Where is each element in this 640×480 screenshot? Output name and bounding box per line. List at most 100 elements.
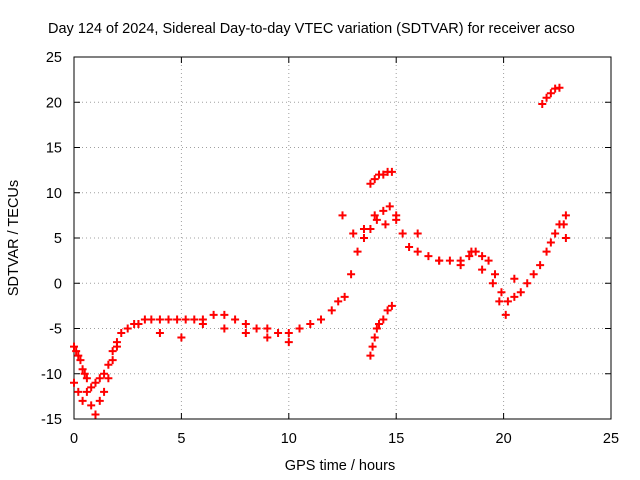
data-point: [359, 224, 368, 233]
data-point: [220, 324, 229, 333]
data-point: [117, 329, 126, 338]
data-point: [317, 315, 326, 324]
data-point: [108, 347, 117, 356]
data-point: [538, 100, 547, 109]
x-tick-label: 20: [496, 431, 512, 447]
data-series-sdtvar: [70, 83, 570, 419]
data-point: [385, 202, 394, 211]
data-point: [274, 329, 283, 338]
data-point: [359, 234, 368, 242]
data-point: [306, 319, 315, 328]
data-point: [87, 383, 96, 392]
data-point: [542, 93, 551, 102]
data-point: [181, 315, 190, 324]
data-point: [112, 342, 121, 351]
data-point: [78, 365, 87, 374]
data-point: [435, 256, 444, 265]
data-point: [542, 247, 551, 256]
data-point: [349, 229, 358, 238]
data-point: [516, 288, 525, 297]
data-point: [80, 369, 89, 378]
data-point: [398, 229, 407, 238]
y-tick-label: -10: [41, 367, 62, 383]
data-point: [484, 256, 493, 265]
grid: [74, 57, 611, 419]
data-point: [372, 215, 381, 224]
data-point: [164, 315, 173, 324]
y-axis-label: SDTVAR / TECUs: [6, 180, 22, 296]
y-tick-label: 25: [46, 50, 62, 66]
data-point: [177, 333, 186, 342]
data-point: [405, 243, 414, 252]
data-point: [72, 347, 81, 356]
data-point: [366, 179, 375, 188]
data-point: [327, 306, 336, 315]
data-point: [104, 360, 113, 369]
data-point: [338, 211, 347, 220]
y-tick-label: -15: [41, 412, 62, 428]
data-point: [546, 89, 555, 98]
data-point: [100, 369, 109, 378]
data-point: [173, 315, 182, 324]
data-point: [95, 396, 104, 405]
y-tick-label: 5: [54, 231, 62, 247]
x-tick-label: 0: [70, 431, 78, 447]
x-tick-label: 25: [603, 431, 619, 447]
y-tick-label: 20: [46, 95, 62, 111]
data-point: [209, 310, 218, 319]
data-point: [70, 378, 78, 387]
data-point: [74, 387, 83, 396]
data-point: [295, 324, 304, 333]
data-point: [465, 252, 474, 261]
data-point: [263, 333, 272, 342]
data-point: [82, 374, 91, 383]
data-point: [134, 319, 143, 328]
data-point: [104, 374, 113, 383]
data-point: [353, 247, 362, 256]
data-point: [523, 279, 532, 288]
data-point: [82, 387, 91, 396]
data-point: [370, 333, 379, 342]
data-point: [284, 329, 293, 338]
data-point: [387, 301, 396, 310]
data-point: [495, 297, 504, 306]
data-point: [91, 410, 100, 419]
data-point: [87, 401, 96, 410]
x-axis-label: GPS time / hours: [285, 458, 395, 474]
data-point: [445, 256, 454, 265]
data-point: [78, 396, 87, 405]
data-point: [366, 351, 375, 360]
data-point: [76, 356, 85, 365]
data-point: [241, 319, 250, 328]
data-point: [392, 211, 401, 220]
data-point: [561, 211, 570, 220]
data-point: [155, 315, 164, 324]
data-point: [231, 315, 240, 324]
x-tick-label: 10: [281, 431, 297, 447]
data-point: [375, 319, 384, 328]
data-point: [387, 167, 396, 176]
data-point: [284, 338, 293, 347]
y-tick-label: 10: [46, 186, 62, 202]
data-point: [370, 175, 379, 184]
data-point: [379, 170, 388, 179]
data-point: [340, 292, 349, 301]
data-point: [147, 315, 156, 324]
data-point: [551, 229, 560, 238]
data-point: [561, 234, 570, 242]
data-point: [510, 274, 519, 283]
data-point: [372, 324, 381, 333]
data-point: [381, 220, 390, 229]
data-point: [91, 378, 100, 387]
data-point: [536, 261, 545, 270]
data-point: [491, 270, 500, 279]
data-point: [370, 211, 379, 220]
y-tick-label: 0: [54, 276, 62, 292]
data-point: [220, 310, 229, 319]
data-point: [263, 324, 272, 333]
data-point: [198, 319, 207, 328]
data-point: [456, 261, 465, 270]
data-point: [74, 351, 83, 360]
data-point: [123, 324, 132, 333]
